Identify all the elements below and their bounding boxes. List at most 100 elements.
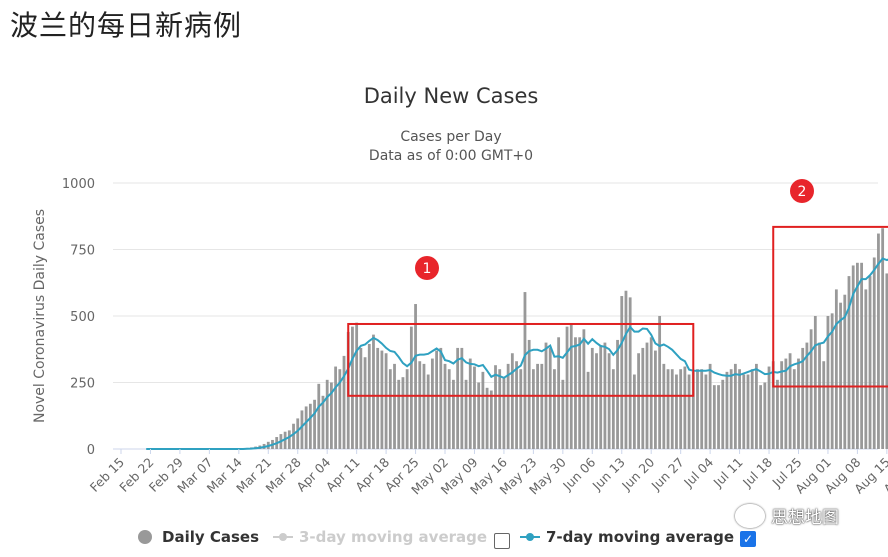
y-tick-label: 0 [87,443,95,458]
bar [342,355,346,449]
bar [355,322,359,449]
bar [321,395,325,449]
legend-item-3-day-average[interactable]: 3-day moving average [273,528,487,546]
bar [830,313,834,449]
x-tick-label: Jun 20 [618,454,657,493]
bar [658,316,662,449]
x-tick-label: Jun 06 [559,454,598,493]
bar [401,377,405,449]
checkbox-7-day-average[interactable]: ✓ [740,531,756,547]
bar [611,369,615,449]
bar [805,342,809,449]
bar [847,276,851,449]
legend-item-daily-cases[interactable]: Daily Cases [138,528,259,546]
bar [788,353,792,449]
x-tick-label: Jun 13 [589,455,628,494]
bar [439,347,443,449]
bar [649,337,653,449]
bar [599,345,603,449]
bar [292,423,295,449]
bar [351,326,354,449]
chart-plot: 0 250 500 750 1000 Novel Coronavirus Daily Ca… [32,177,888,497]
wechat-icon [735,503,765,528]
bar [708,363,712,449]
bar [380,350,384,449]
bar [738,369,741,449]
chart-legend: Daily Cases 3-day moving average 7-day m… [0,528,888,550]
bar [489,390,493,449]
bar [426,374,430,449]
bar [506,363,510,449]
annotation-marker-label: 2 [798,184,807,200]
bar [822,361,826,449]
bar [359,347,363,449]
bar [447,369,451,449]
bar [595,353,598,449]
bar [574,337,577,449]
bar [523,292,527,449]
bar [826,316,830,449]
bar [860,262,864,449]
bar [460,347,464,449]
bar [536,363,539,449]
bar [456,347,460,449]
legend-label-daily-cases: Daily Cases [162,528,260,546]
chart-title: Daily New Cases [363,84,539,108]
bar [430,358,434,449]
bar [607,353,611,449]
bar [300,410,304,449]
y-tick-label: 750 [70,244,95,259]
bar [317,383,321,449]
bar [510,353,514,449]
bar [405,369,409,449]
bar [473,366,476,449]
bar [864,289,868,449]
annotation-marker [415,256,439,280]
y-tick-label: 500 [70,310,95,325]
legend-label-7-day-average: 7-day moving average [546,528,735,546]
bar [283,431,287,449]
bar [548,347,552,449]
bar [502,377,506,449]
y-tick-label: 250 [70,377,95,392]
bar [721,379,725,449]
bar [784,358,788,449]
bar [363,357,367,449]
bar [561,379,565,449]
series-line-7-day-average [146,257,888,450]
checkbox-3-day-average[interactable] [494,533,510,549]
bar [717,385,720,449]
bar [771,361,775,449]
bar [313,399,316,449]
bar [397,379,401,449]
bar [813,316,817,449]
bar [675,374,678,449]
bar [388,369,392,449]
bar [620,296,624,449]
bar [330,382,333,449]
bar [881,228,885,449]
annotation-marker [790,179,814,203]
bar [443,363,447,449]
bar [856,262,859,449]
bar [468,358,472,449]
bar [818,342,821,449]
bar [582,329,586,449]
bar [851,265,855,449]
bar [877,233,880,449]
legend-item-7-day-average[interactable]: 7-day moving average [520,528,734,546]
legend-label-3-day-average: 3-day moving average [299,528,488,546]
x-tick-label: Jul 18 [739,454,775,490]
bar [733,363,737,449]
bar [839,302,842,449]
bar [565,326,569,449]
legend-line-icon [520,530,540,544]
bar [553,369,556,449]
bar [569,323,573,449]
bar [696,369,699,449]
bar [376,347,380,449]
bar [481,371,485,449]
bar [763,382,767,449]
bar [586,371,590,449]
bar [700,369,704,449]
